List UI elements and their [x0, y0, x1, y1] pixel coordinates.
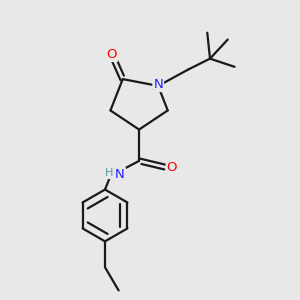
Text: N: N	[115, 168, 125, 181]
Text: H: H	[105, 168, 113, 178]
Text: O: O	[106, 48, 117, 61]
Text: N: N	[153, 78, 163, 91]
Text: O: O	[167, 161, 177, 174]
